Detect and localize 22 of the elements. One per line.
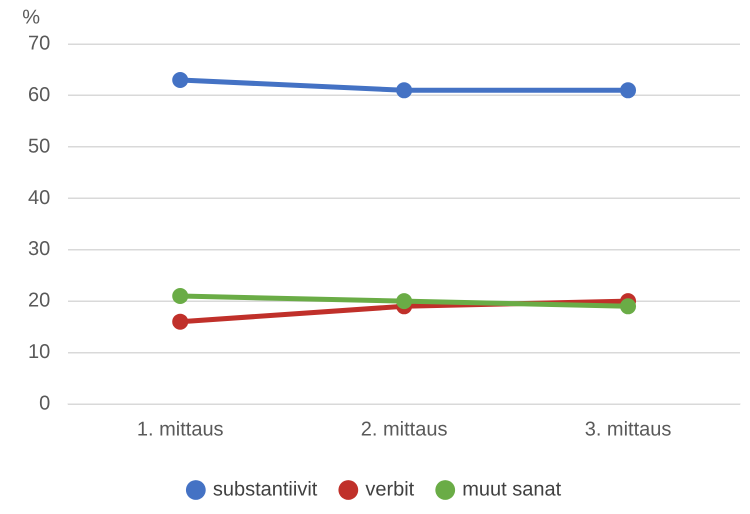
legend-label: muut sanat (462, 478, 562, 501)
y-tick-label: 70 (28, 32, 50, 55)
legend-label: substantiivit (212, 478, 318, 501)
x-tick-label: 1. mittaus (136, 418, 224, 441)
x-tick-label: 2. mittaus (360, 418, 448, 441)
point (396, 82, 412, 98)
y-tick-label: 60 (28, 84, 50, 106)
y-tick-label: 30 (28, 238, 50, 260)
x-tick-label: 3. mittaus (584, 418, 672, 441)
y-axis-title: % (22, 6, 40, 29)
y-tick-label: 40 (28, 186, 50, 209)
point (620, 298, 636, 314)
y-tick-label: 20 (28, 290, 50, 312)
legend-label: verbit (365, 478, 415, 501)
y-tick-label: 50 (28, 135, 50, 158)
point (172, 72, 188, 88)
point (396, 293, 412, 310)
y-tick-label: 0 (39, 392, 50, 415)
point (172, 314, 188, 330)
point (620, 82, 636, 98)
point (172, 288, 188, 304)
y-tick-label: 10 (28, 341, 50, 364)
